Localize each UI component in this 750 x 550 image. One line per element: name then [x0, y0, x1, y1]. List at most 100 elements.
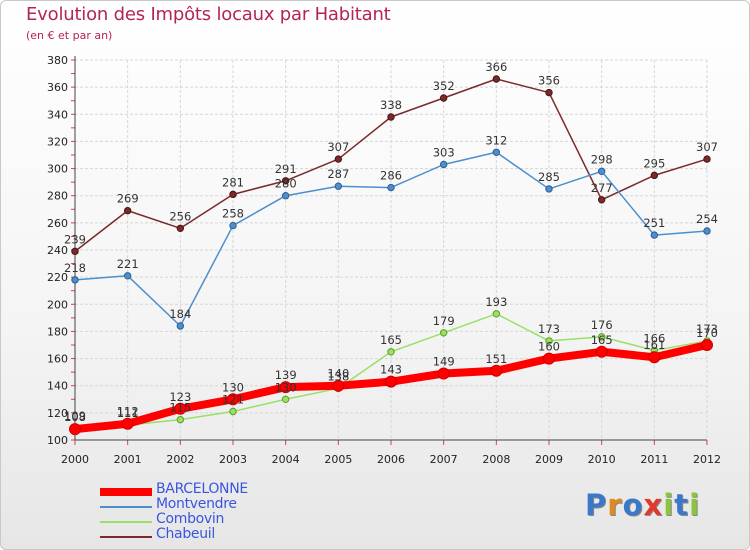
- data-label-combovin: 111: [117, 406, 139, 420]
- data-label-montvendre: 285: [538, 170, 560, 184]
- y-tick-label: 300: [47, 163, 68, 176]
- data-label-chabeuil: 352: [433, 79, 455, 93]
- point-chabeuil: [334, 155, 343, 163]
- data-label-combovin: 115: [169, 401, 191, 415]
- data-label-chabeuil: 356: [538, 74, 560, 88]
- point-chabeuil: [545, 88, 553, 97]
- x-tick-label: 2012: [693, 453, 721, 466]
- series-layer: [69, 75, 713, 436]
- point-montvendre: [597, 167, 606, 175]
- point-chabeuil: [387, 113, 395, 121]
- data-label-montvendre: 303: [433, 146, 455, 160]
- point-montvendre: [439, 160, 448, 169]
- point-chabeuil: [123, 206, 132, 215]
- y-tick-label: 380: [47, 54, 68, 67]
- point-chabeuil: [439, 94, 448, 102]
- point-combovin: [229, 407, 237, 416]
- y-tick-label: 340: [47, 108, 68, 121]
- legend-swatch-barcelonne: [100, 488, 152, 496]
- point-barcelonne: [332, 379, 345, 392]
- x-tick-label: 2003: [219, 453, 247, 466]
- data-label-combovin: 109: [64, 409, 86, 423]
- x-tick-label: 2006: [377, 453, 405, 466]
- logo-letter: t: [674, 488, 690, 522]
- point-barcelonne: [490, 364, 503, 377]
- x-tick-label: 2001: [114, 453, 142, 466]
- data-label-chabeuil: 277: [591, 181, 613, 195]
- point-chabeuil: [229, 190, 237, 199]
- data-label-chabeuil: 291: [275, 162, 297, 176]
- data-label-barcelonne: 160: [538, 340, 560, 354]
- point-combovin: [545, 337, 553, 345]
- point-barcelonne: [227, 393, 239, 406]
- point-barcelonne: [385, 375, 397, 388]
- axes: 100 120 140 160 180 200 220 240 260 280 300 320 340 3…: [47, 54, 721, 466]
- logo-letter: i: [689, 488, 701, 522]
- data-label-montvendre: 254: [696, 212, 718, 226]
- data-label-montvendre: 258: [222, 207, 244, 221]
- data-label-barcelonne: 161: [643, 338, 665, 352]
- point-montvendre: [650, 231, 659, 239]
- point-chabeuil: [597, 196, 606, 204]
- point-barcelonne: [648, 351, 661, 364]
- x-tick-label: 2002: [166, 453, 194, 466]
- legend-swatch-chabeuil: [100, 536, 152, 538]
- y-tick-label: 260: [47, 217, 68, 230]
- legend-swatch-combovin: [100, 521, 152, 523]
- data-label-montvendre: 286: [380, 169, 402, 183]
- point-combovin: [492, 310, 501, 318]
- legend-swatch-montvendre: [100, 506, 152, 508]
- data-label-barcelonne: 139: [275, 368, 297, 382]
- point-montvendre: [334, 182, 343, 190]
- x-tick-label: 2005: [324, 453, 352, 466]
- point-barcelonne: [279, 381, 292, 394]
- data-label-montvendre: 221: [117, 257, 139, 271]
- point-combovin: [439, 329, 448, 337]
- data-label-montvendre: 312: [485, 133, 507, 147]
- data-label-barcelonne: 149: [433, 355, 455, 369]
- point-barcelonne: [595, 345, 608, 358]
- data-label-combovin: 121: [222, 393, 244, 407]
- point-montvendre: [281, 192, 290, 200]
- data-label-combovin: 165: [380, 333, 402, 347]
- point-barcelonne: [701, 339, 713, 351]
- point-chabeuil: [176, 224, 185, 232]
- data-label-barcelonne: 140: [327, 367, 349, 381]
- data-label-barcelonne: 143: [380, 363, 402, 377]
- data-label-barcelonne: 108: [64, 410, 86, 424]
- point-chabeuil: [650, 171, 659, 180]
- data-label-chabeuil: 281: [222, 175, 244, 189]
- data-label-montvendre: 218: [64, 261, 86, 275]
- x-tick-label: 2000: [61, 453, 89, 466]
- data-label-barcelonne: 151: [485, 352, 507, 366]
- y-tick-label: 200: [47, 298, 68, 311]
- y-tick-label: 100: [47, 434, 68, 447]
- data-label-combovin: 166: [643, 331, 665, 345]
- point-chabeuil: [703, 155, 711, 163]
- y-tick-label: 360: [47, 81, 68, 94]
- point-montvendre: [229, 221, 237, 230]
- x-tick-label: 2009: [535, 453, 563, 466]
- y-tick-label: 220: [47, 271, 68, 284]
- data-label-chabeuil: 239: [64, 232, 86, 246]
- y-tick-label: 140: [47, 380, 68, 393]
- data-label-barcelonne: 130: [222, 380, 244, 394]
- data-label-montvendre: 280: [275, 177, 297, 191]
- point-montvendre: [387, 183, 395, 192]
- data-label-combovin: 193: [485, 295, 507, 309]
- data-label-montvendre: 287: [327, 167, 349, 181]
- point-montvendre: [703, 227, 711, 235]
- point-combovin: [281, 395, 290, 403]
- data-label-combovin: 138: [327, 369, 349, 383]
- data-label-barcelonne: 123: [169, 390, 191, 404]
- point-barcelonne: [174, 402, 187, 415]
- data-label-chabeuil: 338: [380, 98, 402, 112]
- logo-letter: x: [643, 488, 664, 522]
- point-barcelonne: [437, 367, 450, 380]
- logo-letter: P: [585, 488, 608, 522]
- legend-label-chabeuil: Chabeuil: [156, 526, 215, 542]
- data-label-chabeuil: 256: [169, 209, 191, 223]
- y-tick-label: 180: [47, 325, 68, 338]
- legend-label-combovin: Combovin: [156, 511, 225, 527]
